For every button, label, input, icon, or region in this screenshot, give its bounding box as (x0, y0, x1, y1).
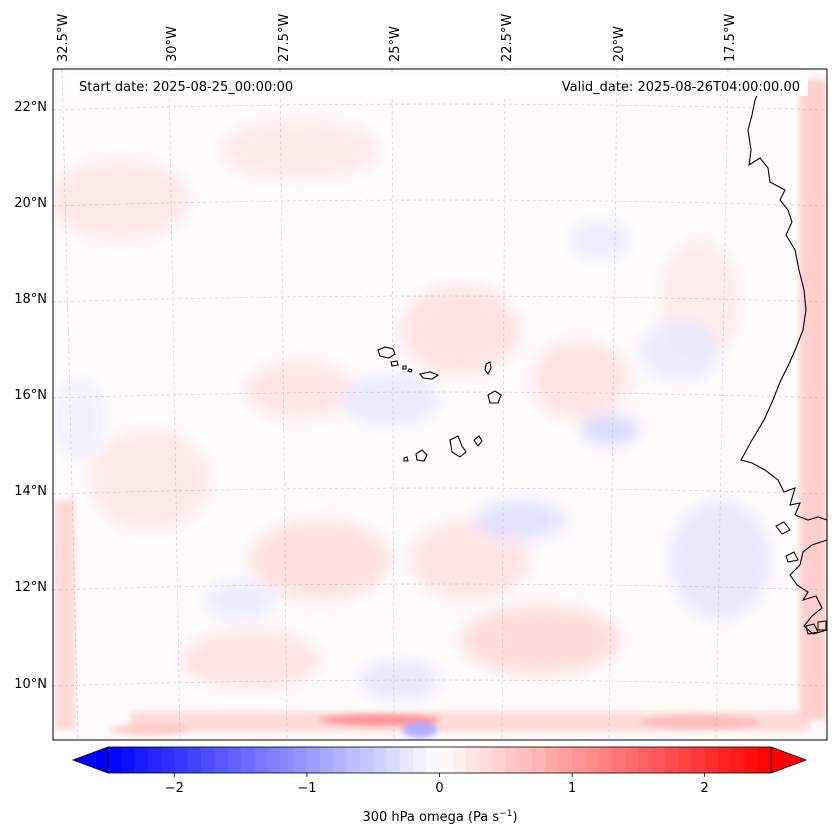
colorbar-segment (359, 747, 374, 773)
colorbar-segment (240, 747, 255, 773)
colorbar-segment (651, 747, 666, 773)
colorbar-segment (731, 747, 746, 773)
colorbar-segment (227, 747, 242, 773)
gridlines (53, 69, 827, 740)
colorbar-segment (200, 747, 215, 773)
lon-label: 32.5°W (56, 14, 71, 62)
colorbar-segment (545, 747, 560, 773)
lon-label: 20°W (612, 26, 627, 62)
latitude-labels: 22°N 20°N 18°N 16°N 14°N 12°N 10°N (14, 100, 47, 692)
start-date-label: Start date: 2025-08-25_00:00:00 (79, 80, 293, 95)
lon-label: 22.5°W (500, 14, 515, 62)
colorbar-segment (280, 747, 295, 773)
colorbar-tick-label: −1 (297, 781, 316, 796)
colorbar-segment (147, 747, 162, 773)
colorbar-segment (320, 747, 335, 773)
colorbar-segment (532, 747, 547, 773)
colorbar-segment (412, 747, 427, 773)
colorbar-segment (293, 747, 308, 773)
colorbar-segment (267, 747, 281, 773)
colorbar-tick-label: 1 (568, 781, 576, 796)
colorbar-tick-label: 2 (701, 781, 709, 796)
lon-label: 30°W (165, 26, 180, 62)
colorbar-segment (479, 747, 494, 773)
map-frame (52, 68, 828, 741)
colorbar-segment (585, 747, 600, 773)
lat-label: 12°N (14, 580, 47, 595)
colorbar-segment (704, 747, 719, 773)
map-background (53, 69, 827, 740)
colorbar-segment (253, 747, 268, 773)
colorbar-tick-label: 0 (435, 781, 443, 796)
african-coastline (740, 87, 828, 635)
colorbar-segment (121, 747, 136, 773)
lat-label: 20°N (14, 196, 47, 211)
valid-date-label: Valid_date: 2025-08-26T04:00:00.00 (562, 80, 800, 95)
colorbar-segment (214, 747, 228, 773)
colorbar-segment (386, 747, 401, 773)
colorbar-segment (452, 747, 467, 773)
omega-field (53, 80, 826, 738)
lat-label: 10°N (14, 677, 47, 692)
lon-label: 17.5°W (723, 14, 738, 62)
colorbar-segment (134, 747, 149, 773)
colorbar-segment (306, 747, 321, 773)
coast-islands (775, 521, 827, 635)
colorbar-min-arrow (71, 746, 109, 774)
colorbar-segment (426, 747, 441, 773)
colorbar-segments (108, 747, 772, 773)
colorbar-segment (744, 747, 759, 773)
longitude-labels: 32.5°W 30°W 27.5°W 25°W 22.5°W 20°W 17.5… (56, 14, 738, 62)
colorbar-segment (373, 747, 388, 773)
colorbar-segment (333, 747, 348, 773)
colorbar-segment (519, 747, 533, 773)
lat-label: 22°N (14, 100, 47, 115)
map-panel: Start date: 2025-08-25_00:00:00 Valid_da… (52, 68, 828, 741)
colorbar-segment (691, 747, 706, 773)
colorbar: −2 −1 0 1 2 300 hPa omega (Pa s−1) (71, 746, 808, 825)
date-header-box (72, 76, 808, 96)
colorbar-segment (717, 747, 732, 773)
colorbar-label: 300 hPa omega (Pa s−1) (362, 809, 517, 825)
lon-label: 25°W (388, 26, 403, 62)
colorbar-tick-label: −2 (165, 781, 184, 796)
colorbar-segment (161, 747, 175, 773)
lon-label: 27.5°W (277, 14, 292, 62)
lat-label: 14°N (14, 484, 47, 499)
colorbar-segment (757, 747, 772, 773)
cape-verde-islands (377, 346, 502, 462)
colorbar-segment (625, 747, 639, 773)
colorbar-segment (346, 747, 361, 773)
colorbar-segment (187, 747, 202, 773)
colorbar-segment (505, 747, 520, 773)
colorbar-segment (399, 747, 414, 773)
colorbar-segment (572, 747, 586, 773)
colorbar-max-arrow (770, 746, 808, 774)
colorbar-segment (611, 747, 626, 773)
colorbar-segment (439, 747, 454, 773)
colorbar-segment (664, 747, 679, 773)
lat-label: 18°N (14, 292, 47, 307)
lat-label: 16°N (14, 388, 47, 403)
colorbar-ticks: −2 −1 0 1 2 (165, 773, 709, 796)
colorbar-segment (108, 747, 122, 773)
colorbar-segment (174, 747, 189, 773)
colorbar-segment (492, 747, 507, 773)
colorbar-segment (638, 747, 653, 773)
colorbar-segment (598, 747, 613, 773)
colorbar-segment (558, 747, 573, 773)
colorbar-segment (466, 747, 480, 773)
colorbar-segment (678, 747, 693, 773)
